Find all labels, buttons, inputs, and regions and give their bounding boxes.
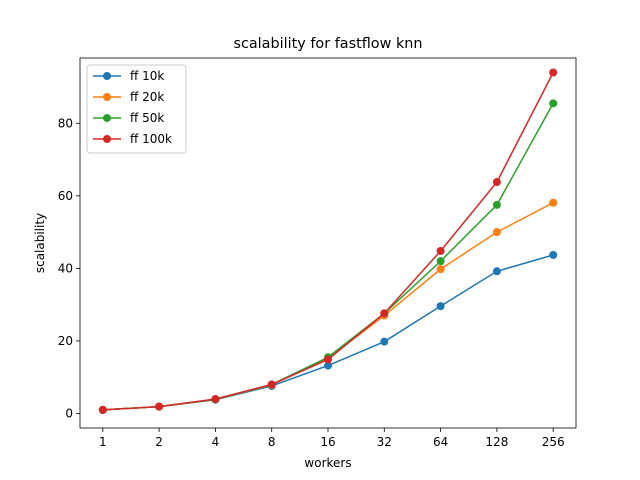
legend-marker	[103, 114, 111, 122]
legend-marker	[103, 93, 111, 101]
data-point	[380, 309, 389, 318]
legend-label: ff 100k	[130, 132, 172, 146]
y-axis: 0 20 40 60 80	[58, 116, 80, 420]
data-point	[549, 198, 558, 207]
y-axis-label: scalability	[33, 213, 47, 273]
data-point	[492, 178, 501, 187]
y-tick-label: 40	[58, 261, 73, 275]
x-tick-label: 16	[320, 435, 335, 449]
y-tick-label: 80	[58, 116, 73, 130]
series-layer	[98, 68, 558, 414]
data-point	[267, 380, 276, 389]
data-point	[492, 267, 501, 276]
legend: ff 10k ff 20k ff 50k ff 100k	[86, 64, 187, 154]
data-point	[324, 361, 332, 370]
data-point	[211, 394, 220, 403]
data-point	[436, 257, 445, 266]
data-point	[155, 402, 164, 411]
legend-label: ff 10k	[130, 69, 164, 83]
y-tick-label: 60	[58, 189, 73, 203]
x-tick-label: 8	[268, 435, 276, 449]
data-point	[549, 99, 558, 108]
legend-marker	[103, 72, 111, 80]
data-point	[324, 355, 332, 364]
data-point	[549, 68, 558, 77]
x-tick-label: 2	[155, 435, 163, 449]
data-point	[549, 250, 558, 259]
data-point	[436, 302, 445, 311]
x-axis: 1 2 4 8 16 32 64 128 256	[99, 428, 565, 449]
data-point	[98, 405, 107, 414]
data-point	[492, 200, 501, 209]
series-ff-10k	[98, 250, 558, 414]
data-point	[436, 265, 445, 274]
legend-label: ff 50k	[130, 111, 164, 125]
series-line	[102, 202, 554, 411]
data-point	[492, 228, 501, 237]
series-ff-20k	[98, 198, 558, 414]
chart-title: scalability for fastflow knn	[233, 36, 422, 52]
y-tick-label: 0	[65, 406, 73, 420]
series-ff-100k	[98, 68, 558, 414]
legend-box	[86, 64, 187, 154]
y-tick-label: 20	[58, 334, 73, 348]
data-point	[436, 246, 445, 255]
x-tick-label: 4	[212, 435, 220, 449]
legend-marker	[103, 135, 111, 143]
data-point	[380, 337, 389, 346]
x-tick-label: 128	[485, 435, 508, 449]
legend-label: ff 20k	[130, 90, 164, 104]
x-axis-label: workers	[304, 456, 351, 470]
x-tick-label: 64	[433, 435, 448, 449]
x-tick-label: 1	[99, 435, 107, 449]
x-tick-label: 256	[542, 435, 565, 449]
series-line	[102, 254, 554, 411]
x-tick-label: 32	[377, 435, 392, 449]
